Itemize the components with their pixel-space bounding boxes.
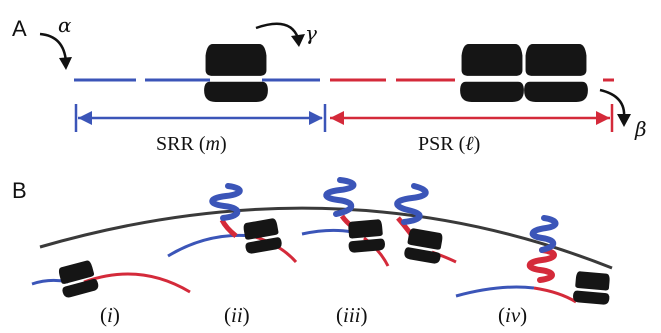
- panel-b-label: B: [12, 178, 27, 203]
- stage-label-iii: (iii): [336, 303, 368, 327]
- psr-name: PSR: [418, 133, 454, 155]
- stage-iii-a: [301, 177, 390, 267]
- srr-label: SRR (m): [156, 133, 227, 155]
- ribosome-psr-1: [460, 44, 524, 102]
- psr-label: PSR (ℓ): [418, 133, 480, 155]
- stage-ii-text: ii: [231, 303, 243, 327]
- alpha-arrowhead: [59, 57, 72, 70]
- stage-iv: [455, 215, 612, 306]
- panel-a: A α γ β: [12, 13, 647, 155]
- beta-arrowhead: [617, 114, 631, 127]
- alpha-label: α: [58, 13, 72, 37]
- psr-span-arrow: [330, 104, 614, 132]
- stage-iii-text: iii: [343, 303, 361, 327]
- stage-i: [31, 259, 191, 299]
- gamma-arrowhead: [291, 34, 305, 47]
- beta-label: β: [634, 117, 647, 141]
- gamma-label: γ: [305, 21, 317, 45]
- srr-param: m: [205, 133, 219, 155]
- panel-a-label: A: [12, 16, 27, 41]
- stage-iii-b: [394, 183, 457, 265]
- stage-ii: [167, 183, 298, 264]
- srr-span-arrow: [74, 104, 327, 132]
- ribosome-psr-2: [524, 44, 588, 102]
- gamma-arrow: [255, 22, 300, 39]
- membrane: [39, 206, 613, 270]
- stage-iv-text: iv: [505, 303, 521, 327]
- ribosome-srr: [204, 44, 268, 102]
- stage-i-text: i: [107, 303, 113, 327]
- stage-label-i: (i): [100, 303, 120, 327]
- panel-b: B: [12, 177, 613, 327]
- srr-name: SRR: [156, 133, 194, 155]
- stage-label-ii: (ii): [224, 303, 250, 327]
- stage-label-iv: (iv): [498, 303, 527, 327]
- psr-param: ℓ: [465, 133, 474, 155]
